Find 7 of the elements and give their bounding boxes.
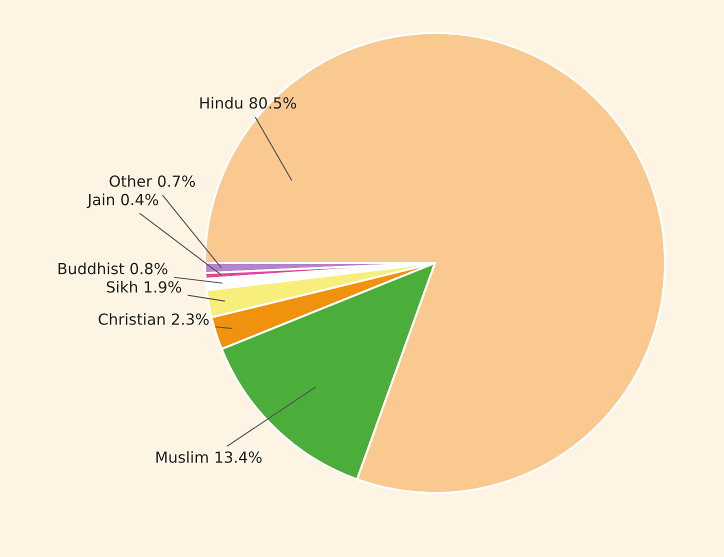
slice-label: Jain 0.4% <box>86 194 158 208</box>
slice-label: Buddhist 0.8% <box>58 262 168 274</box>
slice-label: Sikh 1.9% <box>106 280 182 293</box>
slice-label: Christian 2.3% <box>98 313 209 325</box>
slice-label: Hindu 80.5% <box>200 96 296 109</box>
slice-label: Muslim 13.4% <box>156 451 262 463</box>
slice-label: Other 0.7% <box>110 175 195 187</box>
